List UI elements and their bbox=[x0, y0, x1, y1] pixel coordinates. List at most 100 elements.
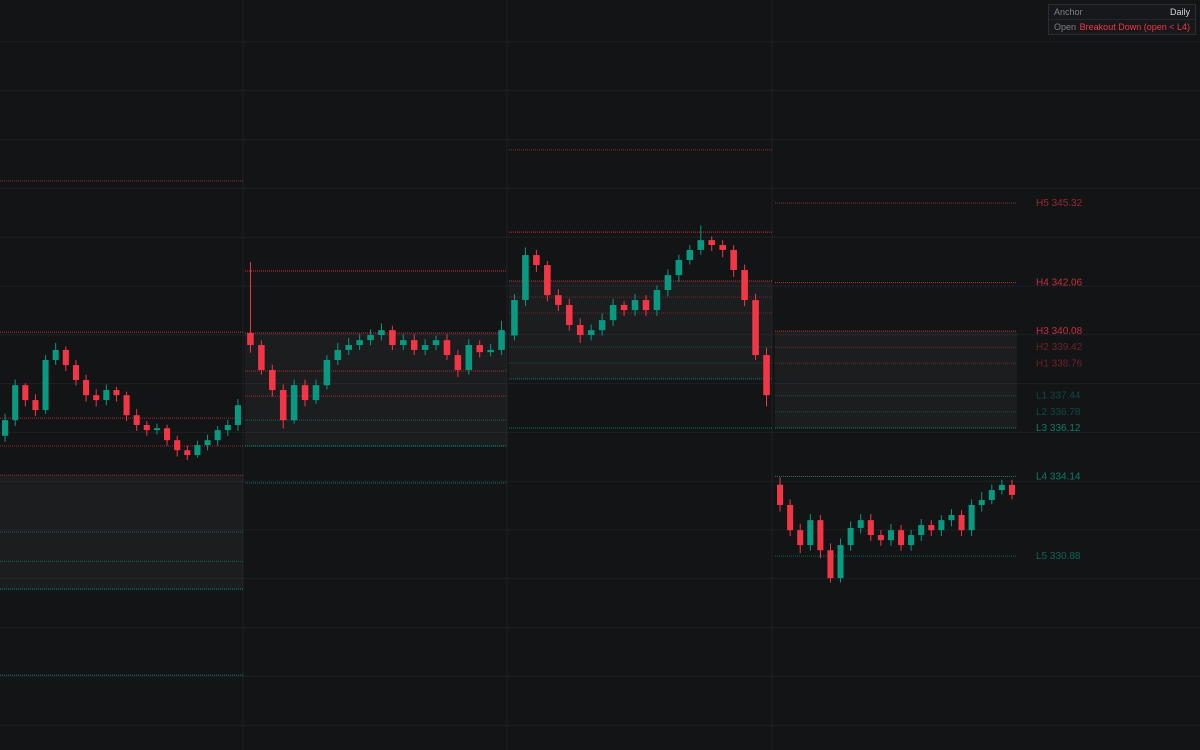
candle-body bbox=[356, 340, 363, 346]
candle-body bbox=[52, 349, 59, 360]
candle-body bbox=[269, 369, 276, 391]
candle-body bbox=[133, 415, 140, 426]
candle-body bbox=[631, 300, 639, 311]
candle-body bbox=[763, 355, 770, 396]
candle-body bbox=[498, 330, 505, 350]
candle-body bbox=[2, 420, 9, 436]
legend-row: Open Breakout Down (open < L4) bbox=[1049, 19, 1195, 34]
candle-body bbox=[968, 504, 975, 531]
level-label: L2 336.78 bbox=[1036, 406, 1081, 417]
candle-body bbox=[887, 530, 894, 541]
level-band bbox=[509, 280, 772, 380]
candle-body bbox=[708, 240, 716, 246]
candle-body bbox=[555, 295, 562, 305]
candle-body bbox=[928, 525, 935, 531]
level-name: H3 bbox=[1036, 326, 1049, 337]
candle-body bbox=[587, 330, 595, 336]
candle-body bbox=[123, 395, 130, 416]
candle-body bbox=[93, 395, 100, 401]
candle-body bbox=[487, 349, 494, 353]
candle-body bbox=[42, 359, 49, 411]
level-value: 337.44 bbox=[1050, 390, 1081, 401]
candle-body bbox=[22, 385, 29, 401]
level-value: 340.08 bbox=[1052, 326, 1083, 337]
candle-body bbox=[400, 340, 407, 346]
candle-body bbox=[184, 450, 191, 456]
candle-body bbox=[378, 330, 385, 336]
candle-body bbox=[345, 345, 352, 350]
candle-body bbox=[443, 340, 451, 356]
candle-body bbox=[978, 500, 985, 505]
candle-body bbox=[620, 304, 628, 311]
level-name: H4 bbox=[1036, 277, 1049, 288]
candle-body bbox=[988, 490, 995, 501]
level-label: H5 345.32 bbox=[1036, 198, 1083, 209]
level-value: 338.76 bbox=[1052, 358, 1083, 369]
candle-body bbox=[12, 385, 19, 421]
candle-body bbox=[827, 550, 834, 579]
candle-body bbox=[908, 535, 915, 546]
candle-body bbox=[83, 380, 90, 396]
level-label: L4 334.14 bbox=[1036, 471, 1081, 482]
level-value: 336.78 bbox=[1050, 406, 1081, 417]
candle-body bbox=[234, 405, 241, 426]
candle-body bbox=[837, 545, 844, 579]
level-label: L3 336.12 bbox=[1036, 423, 1081, 434]
level-value: 334.14 bbox=[1050, 471, 1081, 482]
level-value: 336.12 bbox=[1050, 423, 1081, 434]
legend-table: Anchor Daily Open Breakout Down (open < L4… bbox=[1048, 4, 1196, 35]
legend-row: Anchor Daily bbox=[1049, 5, 1195, 19]
candle-body bbox=[224, 425, 231, 431]
candle-body bbox=[247, 333, 254, 346]
candle-body bbox=[958, 514, 965, 531]
level-value: 330.88 bbox=[1050, 551, 1081, 562]
candle-body bbox=[204, 440, 211, 446]
candle-body bbox=[686, 249, 694, 260]
candle-body bbox=[323, 359, 331, 386]
candle-body bbox=[258, 345, 265, 370]
candle-body bbox=[410, 340, 418, 350]
candle-body bbox=[421, 345, 429, 350]
candle-body bbox=[301, 385, 309, 401]
candle-body bbox=[432, 340, 440, 346]
candle-body bbox=[544, 265, 551, 296]
legend-key: Anchor bbox=[1054, 7, 1083, 17]
candle-body bbox=[334, 349, 342, 360]
candle-body bbox=[143, 425, 150, 431]
candle-body bbox=[752, 300, 759, 356]
candle-body bbox=[777, 484, 784, 505]
level-label: L5 330.88 bbox=[1036, 551, 1081, 562]
candle-body bbox=[522, 255, 529, 301]
level-name: L2 bbox=[1036, 406, 1048, 417]
candle-body bbox=[465, 345, 473, 370]
level-value: 339.42 bbox=[1052, 342, 1083, 353]
candle-body bbox=[476, 345, 483, 353]
candle-body bbox=[857, 520, 864, 528]
candle-body bbox=[194, 445, 201, 456]
candle-body bbox=[565, 304, 573, 325]
candle-body bbox=[948, 514, 955, 521]
candle-body bbox=[697, 240, 705, 250]
level-name: H5 bbox=[1036, 198, 1049, 209]
candle-body bbox=[367, 335, 374, 341]
candle-body bbox=[807, 520, 814, 546]
candle-body bbox=[877, 535, 884, 541]
candle-body bbox=[153, 428, 160, 431]
candle-body bbox=[730, 249, 737, 270]
level-label: H4 342.06 bbox=[1036, 277, 1083, 288]
level-name: H1 bbox=[1036, 358, 1049, 369]
candle-body bbox=[389, 330, 396, 346]
legend-key: Open bbox=[1054, 22, 1077, 32]
candle-body bbox=[642, 300, 650, 311]
candle-body bbox=[32, 400, 39, 411]
candle-body bbox=[998, 484, 1005, 491]
legend-value: Breakout Down (open < L4) bbox=[1079, 22, 1190, 32]
candle-body bbox=[72, 365, 79, 381]
candle-body bbox=[817, 520, 824, 551]
level-name: L3 bbox=[1036, 423, 1048, 434]
level-name: L5 bbox=[1036, 551, 1048, 562]
candle-body bbox=[797, 530, 804, 546]
level-name: L1 bbox=[1036, 390, 1048, 401]
candle-body bbox=[511, 300, 518, 336]
candle-body bbox=[719, 245, 726, 250]
